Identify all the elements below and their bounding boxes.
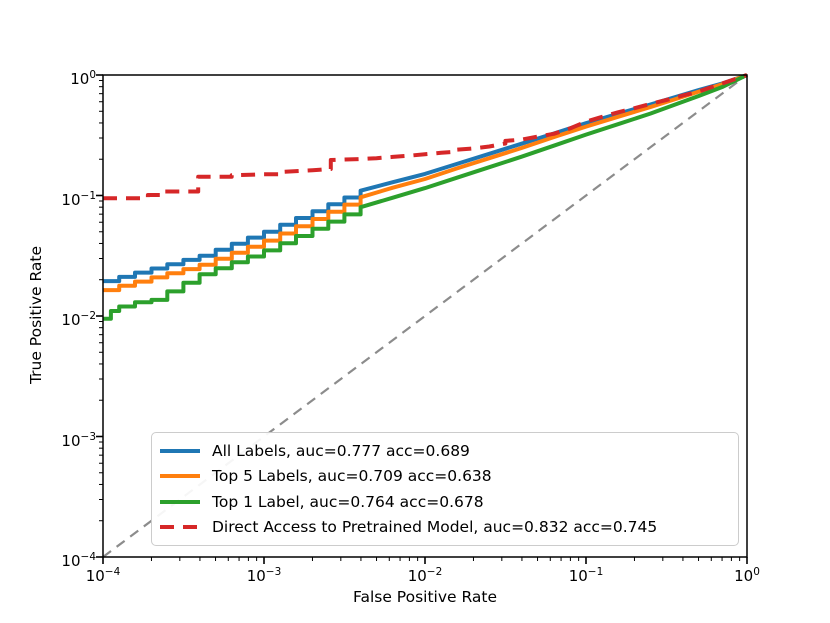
legend-row-top-5-labels: Top 5 Labels, auc=0.709 acc=0.638 — [160, 464, 730, 490]
x-tick-label-1e0: 100 — [734, 566, 760, 585]
x-axis-label: False Positive Rate — [352, 588, 498, 606]
roc-curve-direct-access-pretrained — [103, 73, 748, 201]
x-tick-label-1e-3: 10−3 — [246, 566, 282, 585]
y-tick-label-1e-2: 10−2 — [61, 310, 96, 329]
roc-curve-all-labels — [103, 73, 748, 284]
legend-line-swatch-top-5-labels — [160, 474, 200, 479]
legend-label-all-labels: All Labels, auc=0.777 acc=0.689 — [212, 441, 470, 460]
legend-label-direct-access-pretrained: Direct Access to Pretrained Model, auc=0… — [212, 518, 658, 537]
roc-curve-top-1-label — [103, 73, 748, 321]
y-tick-label-1e-4: 10−4 — [61, 551, 96, 570]
legend-line-swatch-all-labels — [160, 448, 200, 453]
chance-diagonal — [102, 74, 748, 558]
y-tick-label-1e-3: 10−3 — [61, 430, 96, 450]
x-tick-label-1e-2: 10−2 — [407, 566, 443, 585]
legend-line-swatch-top-1-label — [160, 499, 200, 504]
legend-line-swatch-direct-access-pretrained — [160, 525, 200, 530]
legend-label-top-5-labels: Top 5 Labels, auc=0.709 acc=0.638 — [212, 467, 492, 486]
legend: All Labels, auc=0.777 acc=0.689 Top 5 Lab… — [151, 432, 739, 546]
x-tick-label-1e-4: 10−4 — [85, 566, 121, 585]
x-tick-label-1e-1: 10−1 — [568, 566, 604, 585]
legend-row-top-1-label: Top 1 Label, auc=0.764 acc=0.678 — [160, 489, 730, 515]
legend-row-all-labels: All Labels, auc=0.777 acc=0.689 — [160, 438, 730, 464]
legend-label-top-1-label: Top 1 Label, auc=0.764 acc=0.678 — [212, 492, 484, 511]
y-tick-label-1e-1: 10−1 — [61, 189, 96, 209]
y-tick-label-1e0: 100 — [70, 69, 96, 88]
roc-curve-top-5-labels — [103, 73, 748, 293]
legend-row-direct-access-pretrained: Direct Access to Pretrained Model, auc=0… — [160, 515, 730, 541]
